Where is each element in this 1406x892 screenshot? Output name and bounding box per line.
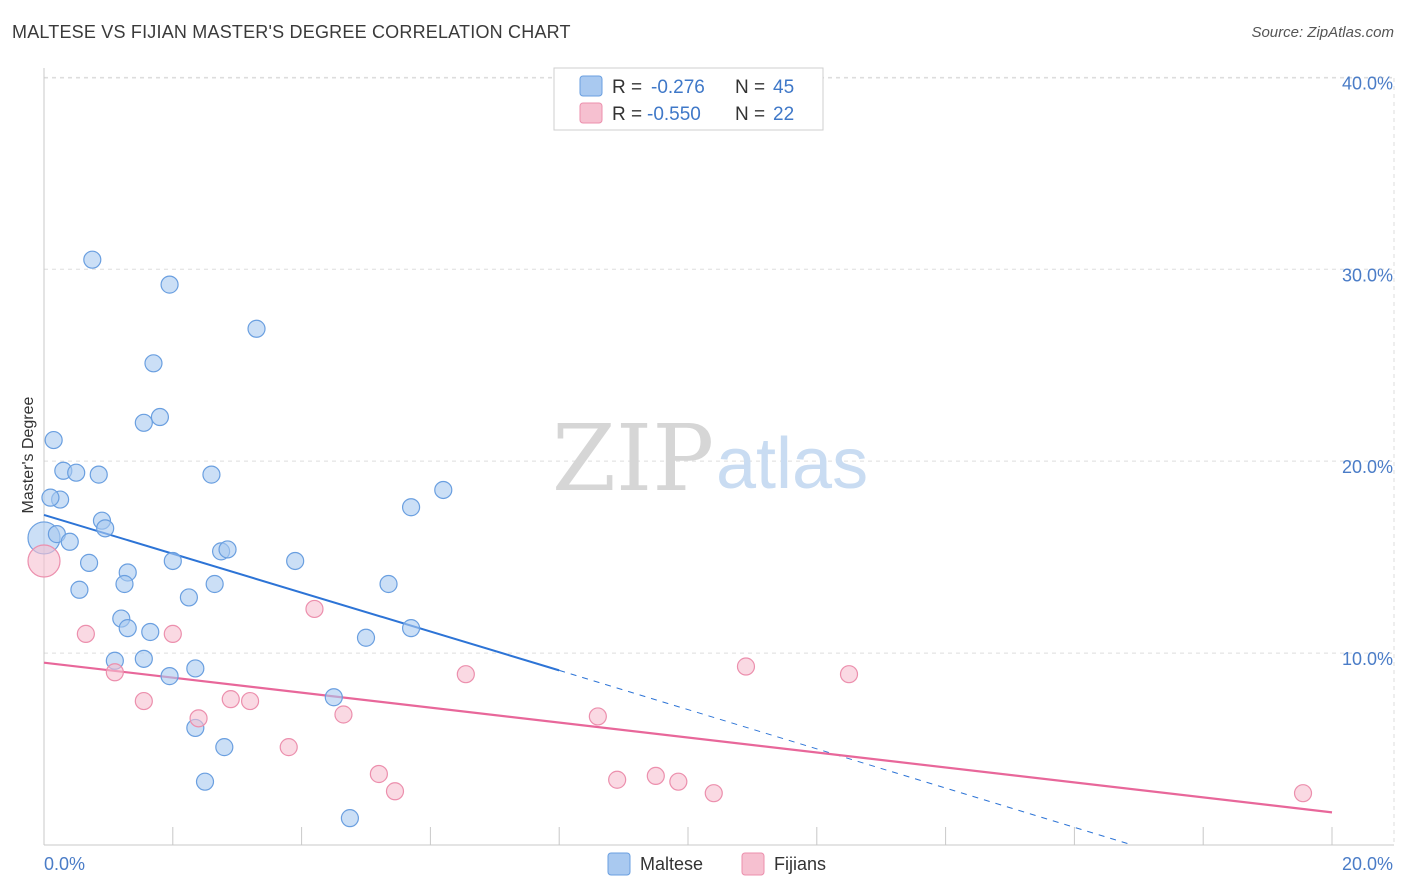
legend-r-value-maltese: -0.276 <box>651 77 705 98</box>
point-maltese <box>324 688 343 707</box>
point-maltese <box>179 588 198 607</box>
point-maltese <box>202 465 221 484</box>
point-maltese <box>195 772 215 791</box>
point-fijians <box>279 738 298 757</box>
point-maltese <box>60 532 79 551</box>
point-maltese <box>163 551 182 571</box>
point-maltese <box>134 649 153 668</box>
legend-swatch-fijians <box>579 102 603 124</box>
legend-r-label-fijians: R = <box>612 104 642 125</box>
point-maltese <box>401 498 421 517</box>
point-fijians <box>669 772 688 791</box>
y-tick-label: 20.0% <box>1342 457 1393 477</box>
legend-swatch-maltese <box>579 75 603 97</box>
point-fijians <box>385 782 405 801</box>
series-legend: Maltese Fijians <box>607 852 826 876</box>
legend-n-value-fijians: 22 <box>773 104 794 125</box>
tick-labels: 10.0% 20.0% 30.0% 40.0% 0.0% 20.0% <box>44 73 1393 874</box>
point-maltese <box>356 628 376 647</box>
chart-title: MALTESE VS FIJIAN MASTER'S DEGREE CORREL… <box>12 22 571 42</box>
point-maltese <box>83 250 102 269</box>
point-maltese <box>379 574 398 594</box>
point-fijians <box>240 691 260 711</box>
point-fijians <box>305 599 324 619</box>
legend-n-value-maltese: 45 <box>773 77 794 98</box>
point-maltese <box>96 519 115 538</box>
point-fijians <box>704 784 723 803</box>
stats-legend: R = -0.276 N = 45 R = -0.550 N = 22 <box>553 67 824 131</box>
point-maltese <box>115 574 134 594</box>
point-maltese <box>160 667 179 686</box>
legend-n-label-maltese: N = <box>735 77 765 98</box>
point-fijians <box>646 766 665 786</box>
point-maltese <box>79 553 99 572</box>
point-fijians <box>736 657 756 676</box>
series-legend-swatch-fijians <box>741 852 765 876</box>
y-tick-label: 10.0% <box>1342 649 1393 669</box>
point-maltese <box>215 738 234 757</box>
point-maltese <box>286 551 305 571</box>
point-fijians <box>27 544 61 578</box>
point-fijians <box>189 709 208 728</box>
point-maltese <box>118 619 137 638</box>
point-maltese <box>247 319 266 338</box>
trend-line-maltese <box>43 513 560 672</box>
trend-line-fijians <box>43 661 1333 814</box>
point-maltese <box>89 465 108 484</box>
point-maltese <box>67 463 86 482</box>
y-axis-label: Master's Degree <box>20 396 37 513</box>
series-legend-swatch-maltese <box>607 852 631 876</box>
point-fijians <box>369 764 388 784</box>
point-fijians <box>76 624 95 643</box>
x-tick-label: 20.0% <box>1342 854 1393 874</box>
legend-r-value-fijians: -0.550 <box>647 104 701 125</box>
point-fijians <box>163 624 182 643</box>
series-legend-label-fijians: Fijians <box>774 854 826 874</box>
source-credit: Source: ZipAtlas.com <box>1251 24 1394 41</box>
point-maltese <box>218 540 237 559</box>
point-maltese <box>41 488 60 507</box>
point-maltese <box>186 659 205 678</box>
point-fijians <box>456 665 475 684</box>
point-fijians <box>1293 784 1313 803</box>
point-maltese <box>44 430 63 450</box>
point-maltese <box>150 407 170 427</box>
trend-line-maltese-extension <box>559 669 1133 846</box>
series-legend-label-maltese: Maltese <box>640 854 703 874</box>
watermark-zip: ZIP <box>552 405 714 512</box>
legend-r-label-maltese: R = <box>612 77 642 98</box>
point-maltese <box>401 619 421 638</box>
point-fijians <box>134 691 153 711</box>
y-tick-label: 40.0% <box>1342 73 1393 93</box>
point-maltese <box>141 622 160 642</box>
point-maltese <box>144 354 163 373</box>
trend-lines <box>43 513 1333 846</box>
y-tick-label: 30.0% <box>1342 265 1393 285</box>
point-maltese <box>434 480 453 500</box>
watermark: ZIP atlas <box>552 405 868 512</box>
legend-n-label-fijians: N = <box>735 104 765 125</box>
point-fijians <box>105 663 124 682</box>
point-fijians <box>221 690 240 709</box>
x-tick-label: 0.0% <box>44 854 85 874</box>
point-fijians <box>588 707 607 726</box>
axes <box>43 68 1394 846</box>
point-maltese <box>134 413 153 432</box>
point-fijians <box>839 665 859 684</box>
point-maltese <box>70 580 89 599</box>
point-fijians <box>334 705 353 724</box>
point-maltese <box>160 275 179 294</box>
data-points <box>27 250 1313 828</box>
point-maltese <box>205 574 224 594</box>
point-fijians <box>608 770 627 789</box>
point-maltese <box>340 809 359 828</box>
watermark-atlas: atlas <box>716 424 868 504</box>
